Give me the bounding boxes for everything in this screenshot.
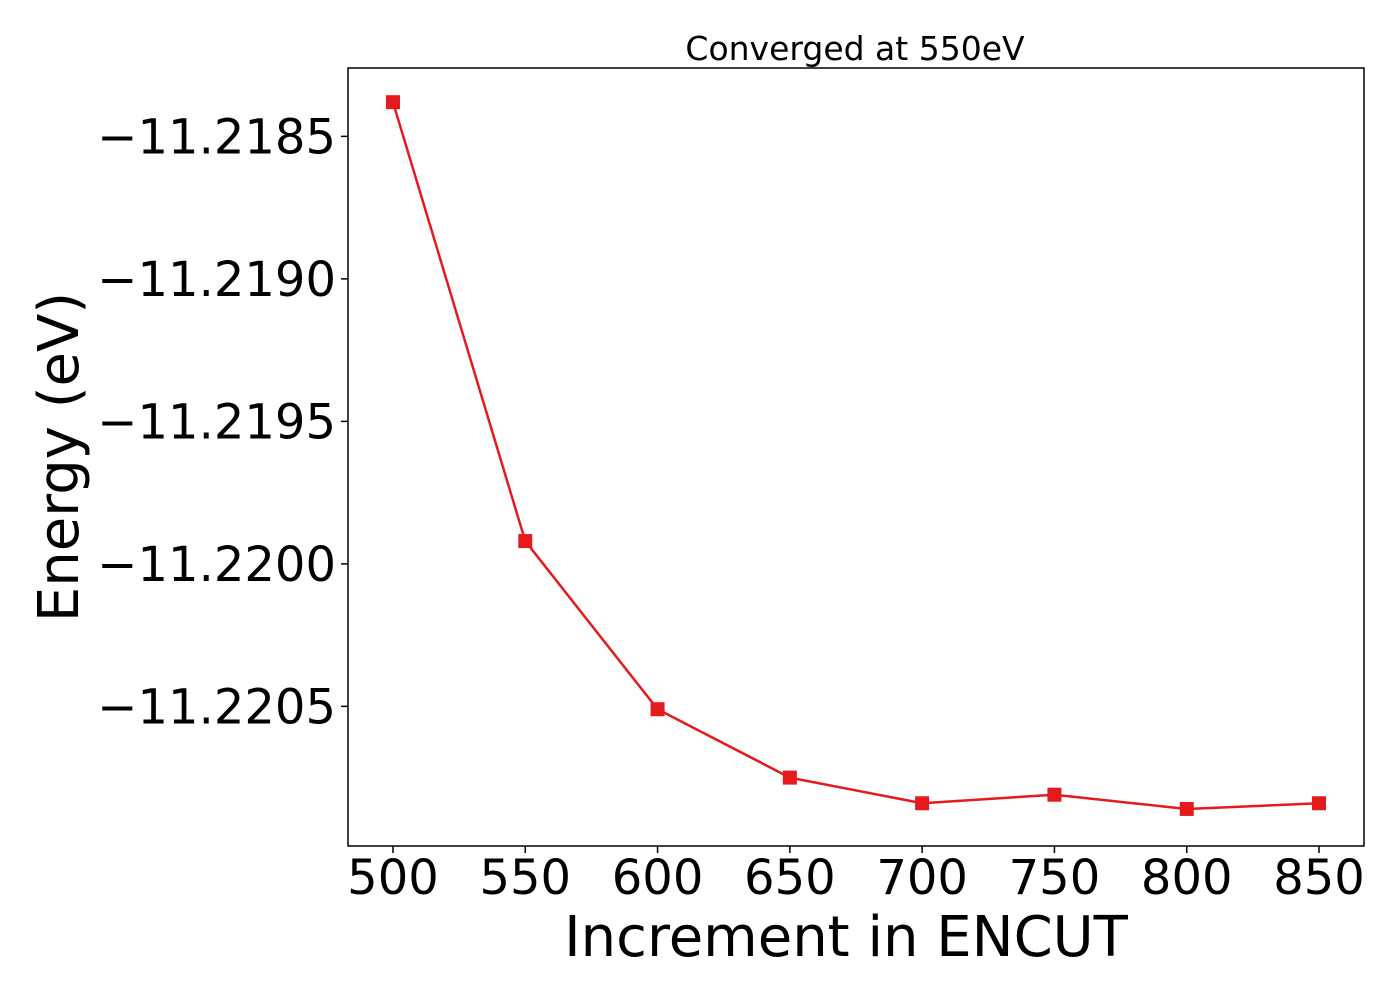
chart-title: Converged at 550eV bbox=[685, 29, 1025, 68]
y-tick-label: −11.2205 bbox=[97, 679, 336, 735]
y-tick-label: −11.2190 bbox=[97, 252, 336, 308]
data-point-marker bbox=[915, 796, 930, 811]
data-point-marker bbox=[650, 702, 665, 717]
series-line bbox=[391, 101, 1320, 811]
x-tick-label: 600 bbox=[612, 850, 704, 906]
y-axis-label: Energy (eV) bbox=[27, 292, 92, 622]
y-tick-label: −11.2195 bbox=[97, 394, 336, 450]
data-point-marker bbox=[518, 534, 533, 549]
x-tick-label: 750 bbox=[1009, 850, 1101, 906]
x-tick-label: 650 bbox=[744, 850, 836, 906]
data-point-marker bbox=[1312, 796, 1327, 811]
series-layer bbox=[385, 95, 1327, 816]
x-tick-label: 550 bbox=[479, 850, 571, 906]
y-axis-ticks: −11.2185 −11.2190 −11.2195 −11.2200 −11.2205 bbox=[97, 109, 348, 735]
data-point-marker bbox=[1047, 787, 1062, 802]
x-axis-label: Increment in ENCUT bbox=[564, 905, 1129, 970]
y-tick-label: −11.2185 bbox=[97, 109, 336, 165]
x-tick-label: 700 bbox=[876, 850, 968, 906]
data-point-marker bbox=[1179, 801, 1194, 816]
x-tick-label: 500 bbox=[347, 850, 439, 906]
data-point-marker bbox=[385, 95, 400, 110]
x-tick-label: 800 bbox=[1141, 850, 1233, 906]
y-tick-label: −11.2200 bbox=[97, 537, 336, 593]
x-tick-label: 850 bbox=[1273, 850, 1365, 906]
x-axis-ticks: 500 550 600 650 700 750 800 850 bbox=[347, 846, 1365, 906]
plot-area-frame bbox=[347, 67, 1365, 847]
data-point-marker bbox=[782, 770, 797, 785]
